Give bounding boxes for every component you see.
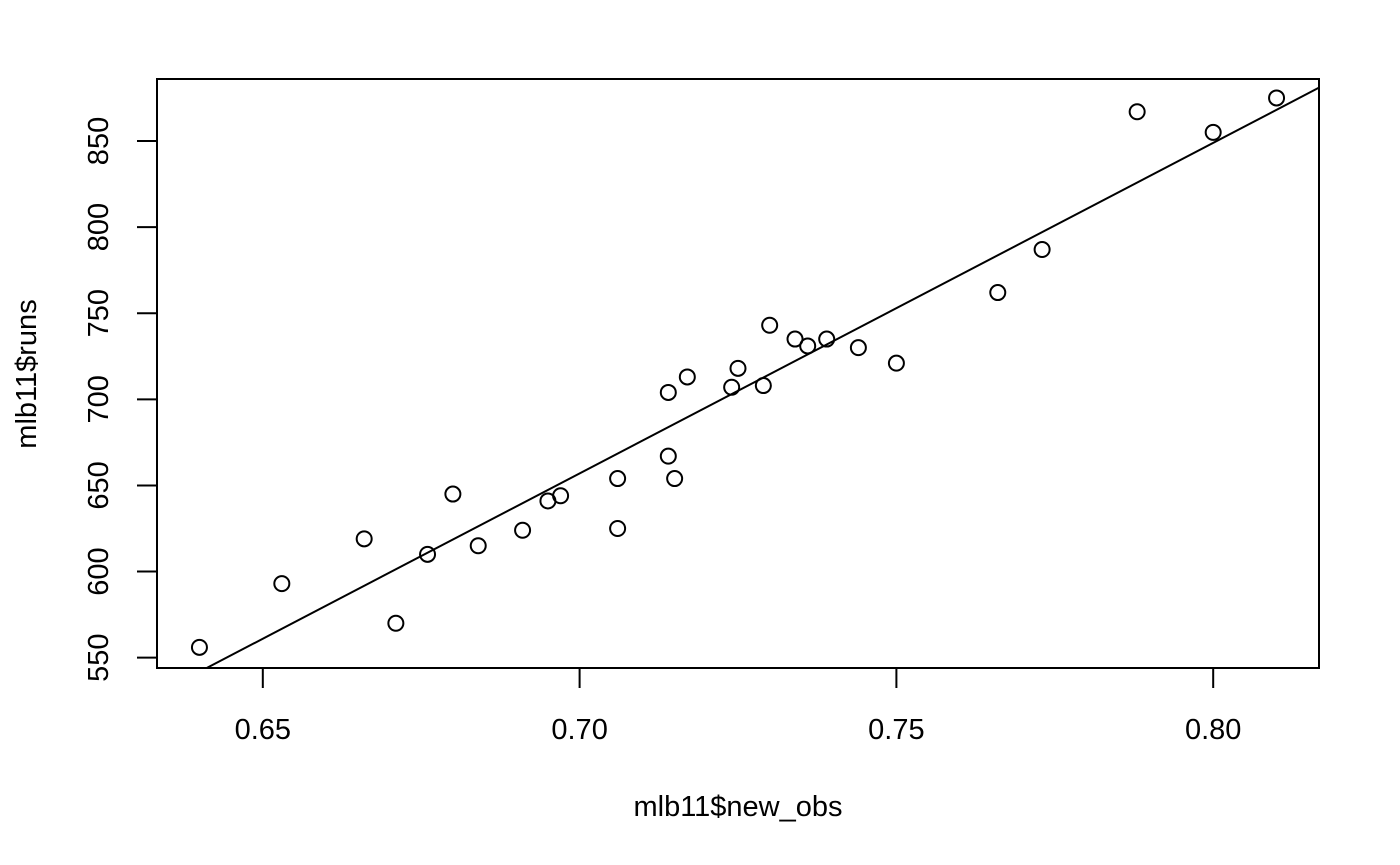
y-axis-title: mlb11$runs [11, 299, 43, 448]
x-tick-label: 0.70 [551, 714, 607, 746]
data-point [659, 383, 677, 401]
data-point [387, 614, 405, 632]
data-point [609, 520, 627, 537]
data-point [989, 284, 1007, 302]
x-tick-label: 0.65 [235, 714, 291, 746]
data-point [786, 330, 804, 348]
y-tick-label: 550 [83, 633, 115, 681]
y-axis: 550 600 650 700 750 800 850 [83, 117, 158, 682]
data-point [887, 354, 905, 372]
y-tick-label: 800 [83, 203, 115, 251]
data-point [799, 337, 817, 355]
data-point [678, 368, 696, 386]
x-tick-label: 0.75 [868, 714, 924, 746]
data-point [761, 316, 779, 334]
y-tick-label: 700 [83, 375, 115, 423]
data-points [190, 89, 1286, 656]
data-point [444, 485, 462, 503]
data-point [1204, 123, 1222, 141]
x-axis-title: mlb11$new_obs [633, 791, 842, 823]
data-point [273, 575, 291, 593]
data-point [1033, 241, 1051, 258]
data-point [666, 470, 684, 488]
data-point [849, 339, 867, 357]
x-tick-label: 0.80 [1185, 714, 1241, 746]
data-point [1128, 103, 1146, 121]
y-tick-label: 600 [83, 547, 115, 595]
data-point [469, 537, 487, 555]
data-point [190, 638, 208, 656]
data-point [818, 330, 836, 348]
y-tick-label: 750 [83, 289, 115, 337]
data-point [514, 521, 532, 539]
data-point [659, 447, 677, 465]
data-point [552, 487, 570, 505]
data-point [419, 545, 437, 563]
data-point [754, 377, 772, 395]
data-point [1268, 89, 1286, 107]
plot-box [156, 78, 1320, 669]
data-point [609, 470, 627, 488]
data-point [729, 359, 747, 377]
x-axis: 0.65 0.70 0.75 0.80 [235, 667, 1241, 746]
data-point [723, 378, 741, 396]
y-tick-label: 850 [83, 117, 115, 165]
data-point [355, 530, 373, 548]
y-tick-label: 650 [83, 461, 115, 509]
